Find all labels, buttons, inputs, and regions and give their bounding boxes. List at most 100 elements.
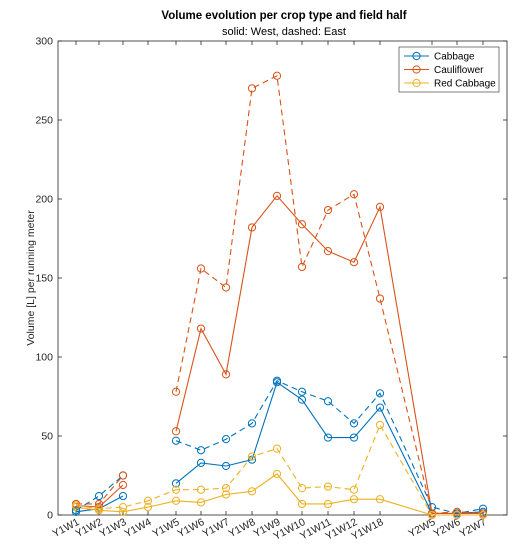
data-point <box>221 370 231 379</box>
series-line <box>175 379 484 514</box>
series-line <box>175 74 484 514</box>
data-point <box>171 479 181 488</box>
data-point <box>427 503 437 512</box>
data-point <box>94 499 104 509</box>
data-point <box>297 484 307 493</box>
chart-title: Volume evolution per crop type and field… <box>161 10 406 22</box>
data-point <box>272 469 282 479</box>
y-tick-label: 200 <box>35 194 53 206</box>
y-tick-label: 250 <box>35 115 53 127</box>
data-point <box>118 491 128 501</box>
data-point <box>247 84 257 93</box>
y-tick-label: 150 <box>35 273 53 285</box>
data-point <box>196 324 206 333</box>
data-point <box>196 498 206 507</box>
data-point <box>375 403 385 412</box>
data-point <box>94 491 104 501</box>
legend-label: Cauliflower <box>434 65 484 76</box>
data-point <box>297 220 307 229</box>
data-point <box>272 444 282 453</box>
data-point <box>297 395 307 404</box>
data-point <box>71 506 81 515</box>
data-point <box>427 510 437 520</box>
y-tick-label: 50 <box>41 431 53 443</box>
data-point <box>349 190 359 199</box>
data-point <box>375 420 385 430</box>
series-1 <box>71 191 488 518</box>
legend-marker <box>412 65 421 74</box>
data-point <box>478 504 488 513</box>
data-point <box>221 461 231 471</box>
data-point <box>272 191 282 200</box>
y-axis-label: Volume [L] per running meter <box>25 210 37 346</box>
x-tick-label: Y2W7 <box>458 516 489 540</box>
data-point <box>247 419 257 428</box>
y-tick-label: 300 <box>35 36 53 48</box>
data-point <box>349 419 359 428</box>
data-point <box>171 427 181 436</box>
data-point <box>247 452 257 461</box>
data-point <box>375 389 385 398</box>
data-point <box>221 484 231 493</box>
data-point <box>272 71 282 80</box>
data-point <box>323 433 333 442</box>
data-point <box>196 485 206 494</box>
data-point <box>118 503 128 512</box>
data-point <box>375 294 385 303</box>
legend-marker <box>412 51 421 61</box>
data-point <box>143 496 153 505</box>
data-point <box>118 507 128 516</box>
data-point <box>297 499 307 509</box>
x-tick-label: Y1W7 <box>201 516 232 540</box>
plot-frame <box>57 40 508 516</box>
plot-area: 050100150200250300Y1W1Y1W2Y1W3Y1W4Y1W5Y1… <box>35 36 508 543</box>
data-point <box>196 446 206 455</box>
series-line <box>75 473 483 516</box>
data-point <box>247 223 257 232</box>
data-point <box>349 258 359 267</box>
series-3 <box>71 376 488 518</box>
data-point <box>118 480 128 490</box>
legend-label: Cabbage <box>434 52 475 63</box>
data-point <box>452 510 462 520</box>
data-point <box>297 262 307 272</box>
data-point <box>349 485 359 494</box>
series-0 <box>71 378 488 518</box>
data-point <box>375 495 385 504</box>
data-point <box>349 495 359 504</box>
data-point <box>297 387 307 396</box>
y-tick-label: 0 <box>47 510 53 522</box>
data-point <box>221 435 231 444</box>
data-point <box>71 501 81 510</box>
data-point <box>452 507 462 516</box>
data-point <box>143 503 153 512</box>
data-point <box>171 496 181 505</box>
data-point <box>196 264 206 273</box>
data-point <box>478 510 488 520</box>
series-2 <box>71 469 488 520</box>
data-point <box>221 283 231 292</box>
series-line <box>76 475 124 505</box>
data-point <box>323 482 333 491</box>
x-tick-label: Y2W6 <box>432 516 463 540</box>
data-point <box>272 376 282 385</box>
x-tick-label: Y1W4 <box>123 516 154 540</box>
series-4 <box>71 71 488 518</box>
data-point <box>94 504 104 513</box>
data-point <box>349 433 359 442</box>
data-point <box>118 471 128 480</box>
legend: Cabbage Cauliflower Red Cabbage <box>398 46 500 93</box>
legend-marker <box>412 78 421 88</box>
data-point <box>375 202 385 211</box>
data-point <box>196 458 206 467</box>
data-point <box>323 499 333 509</box>
data-point <box>323 247 333 256</box>
chart-subtitle: solid: West, dashed: East <box>222 26 346 38</box>
data-point <box>171 436 181 445</box>
data-point <box>323 397 333 406</box>
series-5 <box>71 420 488 520</box>
y-tick-label: 100 <box>35 352 53 364</box>
data-point <box>171 387 181 396</box>
